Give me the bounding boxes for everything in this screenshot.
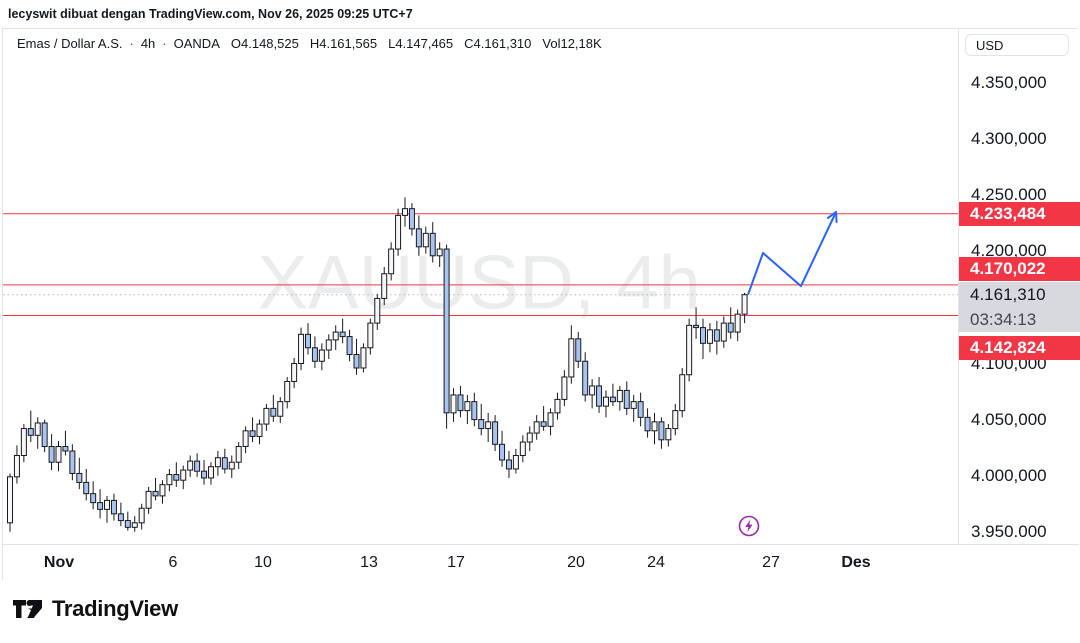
price-level-lines[interactable] (3, 213, 958, 316)
price-tick-label: 3.950.000 (971, 521, 1047, 541)
price-tick-label: 4.000,000 (971, 465, 1047, 485)
time-tick-label: 27 (762, 554, 780, 571)
symbol-title[interactable]: Emas / Dollar A.S. (17, 36, 123, 51)
price-level-badge: 4.233,484 (959, 201, 1080, 226)
current-price-value: 4.161,310 (970, 285, 1046, 305)
exchange-label[interactable]: OANDA (173, 36, 220, 51)
price-level-badge: 4.170,022 (959, 257, 1080, 282)
time-tick-label: 10 (254, 554, 272, 571)
volume-value: Vol12,18K (542, 36, 602, 51)
ohlc-low: L4.147,465 (388, 36, 454, 51)
projection-arrow[interactable] (747, 211, 838, 296)
tradingview-logo-icon (13, 600, 42, 618)
current-price-badge: 4.161,310 03:34:13 (959, 282, 1080, 333)
time-tick-label: 20 (567, 554, 585, 571)
time-tick-label: 24 (647, 554, 665, 571)
chart-plot-area[interactable]: XAUUSD, 4h Emas / Dollar A.S. · 4h · OAN… (3, 29, 958, 544)
price-tick-label: 4.300,000 (971, 129, 1047, 149)
ohlc-open: O4.148,525 (230, 36, 299, 51)
interval-label[interactable]: 4h (140, 36, 156, 51)
candles-layer (7, 197, 748, 532)
time-tick-label: 17 (447, 554, 465, 571)
time-tick-label: 6 (168, 554, 178, 571)
ohlc-high: H4.161,565 (309, 36, 378, 51)
flash-bolt-icon[interactable] (737, 514, 761, 538)
chart-widget: XAUUSD, 4h Emas / Dollar A.S. · 4h · OAN… (2, 28, 1080, 580)
time-tick-label: Nov (43, 554, 75, 571)
symbol-info-header: Emas / Dollar A.S. · 4h · OANDA O4.148,5… (17, 36, 602, 51)
price-tick-label: 4.250.000 (971, 185, 1047, 205)
price-tick-label: 4.200,000 (971, 241, 1047, 261)
time-tick-label: 13 (360, 554, 378, 571)
candlestick-chart (3, 197, 958, 532)
separator-dot: · (162, 36, 167, 51)
tradingview-logo[interactable]: TradingView (12, 596, 178, 622)
time-tick-label: Des (841, 554, 871, 571)
price-level-badge: 4.142,824 (959, 336, 1080, 361)
price-axis[interactable]: USD 4.350,000 4.300,000 4.250.000 4.200,000… (958, 29, 1080, 544)
currency-button[interactable]: USD (965, 34, 1069, 56)
price-tick-label: 4.050,000 (971, 409, 1047, 429)
separator-dot: · (129, 36, 134, 51)
attribution-text: lecyswit dibuat dengan TradingView.com, … (8, 7, 413, 21)
bar-countdown: 03:34:13 (970, 310, 1037, 330)
ohlc-close: C4.161,310 (464, 36, 532, 51)
time-axis[interactable]: Nov 6 10 13 17 20 24 27 Des (3, 544, 1079, 580)
price-tick-label: 4.350,000 (971, 73, 1047, 92)
tradingview-logo-text: TradingView (52, 596, 178, 621)
flash-bolt-icon-glyph (738, 515, 760, 537)
